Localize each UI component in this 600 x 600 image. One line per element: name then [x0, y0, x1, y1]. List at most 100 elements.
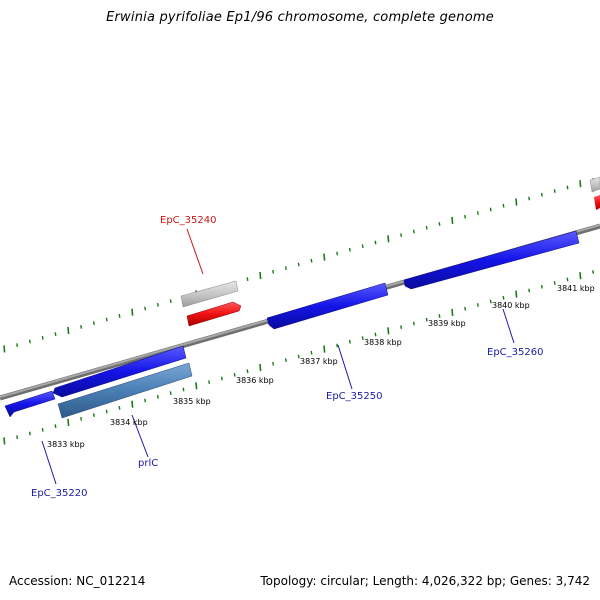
minor-tick — [284, 358, 287, 363]
gene-prlC[interactable] — [57, 362, 193, 419]
minor-tick — [41, 335, 44, 340]
major-tick — [259, 271, 262, 280]
gene-label-epc-35250: EpC_35250 — [326, 391, 382, 402]
minor-tick — [540, 192, 543, 197]
minor-tick — [566, 185, 569, 190]
gene-upper-left-blue[interactable] — [52, 345, 187, 398]
genome-title: Erwinia pyrifoliae Ep1/96 chromosome, co… — [106, 10, 494, 25]
minor-tick — [374, 332, 377, 337]
minor-tick — [272, 269, 275, 274]
minor-tick — [28, 431, 31, 436]
minor-tick — [284, 266, 287, 271]
genome-stats-text: Topology: circular; Length: 4,026,322 bp… — [260, 574, 590, 588]
major-tick — [67, 326, 70, 335]
tick-row-lower — [3, 270, 595, 445]
major-tick — [3, 345, 6, 353]
minor-tick — [412, 321, 415, 326]
minor-tick — [297, 354, 300, 359]
minor-tick — [220, 376, 223, 381]
major-tick — [579, 272, 582, 280]
major-tick — [323, 253, 326, 261]
minor-tick — [425, 317, 428, 322]
minor-tick — [297, 262, 300, 267]
major-tick — [515, 198, 518, 206]
major-tick — [323, 345, 326, 353]
minor-tick — [592, 270, 595, 274]
gene-epc-35260[interactable] — [403, 230, 580, 290]
major-tick — [131, 400, 134, 408]
minor-tick — [54, 332, 57, 337]
major-tick — [515, 290, 518, 298]
kbp-label: 3840 kbp — [492, 301, 530, 310]
minor-tick — [476, 303, 479, 307]
minor-tick — [156, 302, 159, 307]
minor-tick — [425, 225, 428, 230]
major-tick — [387, 327, 390, 335]
major-tick — [67, 418, 70, 427]
minor-tick — [438, 314, 441, 318]
kbp-label: 3836 kbp — [236, 376, 274, 385]
gene-label-epc-35240: EpC_35240 — [160, 215, 216, 226]
minor-tick — [246, 369, 249, 374]
minor-tick — [348, 247, 351, 252]
gene-grey-feature-right[interactable] — [589, 176, 600, 193]
minor-tick — [566, 277, 569, 282]
minor-tick — [80, 324, 83, 329]
gene-red-feature[interactable] — [186, 301, 242, 327]
minor-tick — [412, 229, 415, 234]
minor-tick — [540, 284, 543, 289]
minor-tick — [336, 251, 339, 256]
gene-epc-35220[interactable] — [4, 390, 56, 418]
minor-tick — [310, 350, 313, 355]
kbp-label: 3837 kbp — [300, 357, 338, 366]
gene-label-prlc: prlC — [138, 458, 158, 469]
minor-tick — [310, 258, 313, 263]
minor-tick — [233, 372, 236, 377]
minor-tick — [528, 288, 531, 293]
minor-tick — [553, 189, 556, 193]
minor-tick — [156, 394, 159, 399]
minor-tick — [144, 398, 147, 403]
kbp-label: 3835 kbp — [173, 397, 211, 406]
minor-tick — [92, 321, 95, 326]
minor-tick — [92, 413, 95, 418]
gene-red-feature-right[interactable] — [594, 195, 600, 210]
minor-tick — [16, 435, 19, 440]
minor-tick — [489, 207, 492, 212]
minor-tick — [553, 281, 556, 285]
minor-tick — [502, 295, 505, 300]
minor-tick — [489, 299, 492, 304]
minor-tick — [400, 325, 403, 330]
minor-tick — [400, 233, 403, 238]
kbp-label: 3839 kbp — [428, 319, 466, 328]
gene-labels: EpC_35240 EpC_35220 prlC EpC_35250 EpC_3… — [31, 215, 543, 499]
accession-text: Accession: NC_012214 — [9, 574, 146, 588]
minor-tick — [41, 427, 44, 432]
tick-row-upper — [3, 178, 595, 353]
gene-epc-35250[interactable] — [266, 282, 389, 330]
minor-tick — [28, 339, 31, 344]
gene-label-epc-35260: EpC_35260 — [487, 347, 543, 358]
minor-tick — [169, 391, 172, 396]
minor-tick — [169, 299, 172, 304]
minor-tick — [361, 336, 364, 341]
minor-tick — [54, 424, 57, 429]
minor-tick — [182, 387, 185, 392]
minor-tick — [502, 203, 505, 208]
kbp-labels: 3833 kbp 3834 kbp 3835 kbp 3836 kbp 3837… — [47, 284, 595, 449]
gene-grey-feature[interactable] — [180, 280, 239, 308]
minor-tick — [105, 409, 108, 414]
kbp-label: 3841 kbp — [557, 284, 595, 293]
major-tick — [451, 308, 454, 316]
label-leaders — [41, 228, 515, 485]
kbp-label: 3838 kbp — [364, 338, 402, 347]
minor-tick — [374, 240, 377, 245]
minor-tick — [208, 380, 211, 385]
minor-tick — [336, 343, 339, 348]
minor-tick — [476, 211, 479, 215]
major-tick — [195, 382, 198, 390]
minor-tick — [246, 277, 249, 282]
major-tick — [387, 235, 390, 243]
gene-label-epc-35220: EpC_35220 — [31, 488, 87, 499]
